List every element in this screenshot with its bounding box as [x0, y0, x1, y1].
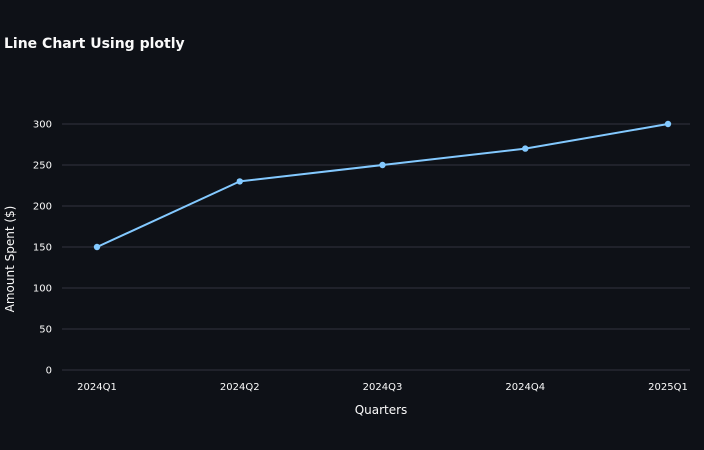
y-tick-label: 250 [33, 161, 52, 172]
x-tick-label: 2024Q1 [77, 382, 117, 393]
y-axis-title: Amount Spent ($) [3, 206, 17, 313]
y-axis-ticks: 0 50 100 150 200 250 300 [33, 120, 52, 377]
x-tick-label: 2024Q2 [220, 382, 260, 393]
x-tick-label: 2025Q1 [648, 382, 688, 393]
data-point-2024Q2[interactable] [236, 178, 243, 185]
x-axis-title: Quarters [355, 403, 408, 417]
y-tick-label: 200 [33, 202, 52, 213]
series-layer [93, 120, 672, 251]
x-tick-label: 2024Q3 [363, 382, 403, 393]
y-tick-label: 100 [33, 284, 52, 295]
y-tick-label: 50 [39, 325, 52, 336]
x-axis-ticks: 2024Q1 2024Q2 2024Q3 2024Q4 2025Q1 [77, 382, 688, 393]
series-line [96, 123, 669, 248]
data-point-2025Q1[interactable] [664, 120, 672, 128]
chart-title: Line Chart Using plotly [4, 36, 185, 52]
x-tick-label: 2024Q4 [505, 382, 545, 393]
y-tick-label: 150 [33, 243, 52, 254]
y-tick-label: 300 [33, 120, 52, 131]
data-point-2024Q3[interactable] [379, 161, 386, 169]
y-tick-label: 0 [46, 366, 52, 377]
data-point-2024Q1[interactable] [93, 243, 101, 251]
grid-lines [62, 123, 690, 371]
data-point-2024Q4[interactable] [522, 145, 529, 152]
